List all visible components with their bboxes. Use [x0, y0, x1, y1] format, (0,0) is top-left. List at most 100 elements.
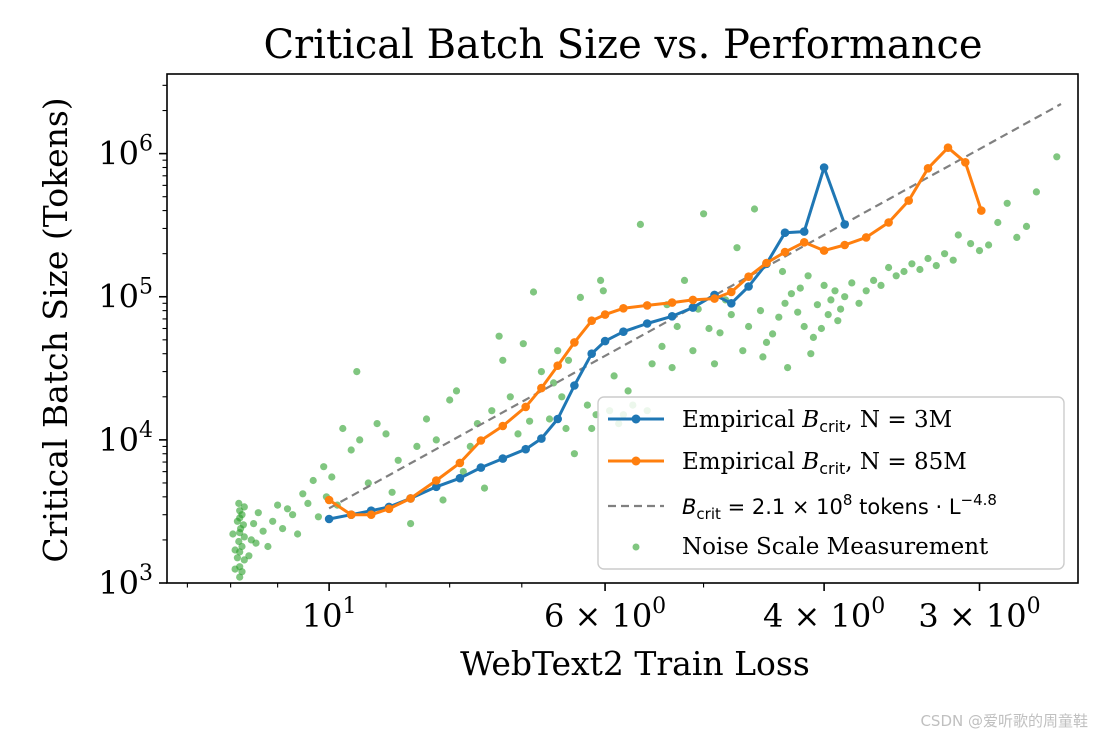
scatter-point — [733, 244, 741, 252]
scatter-point — [558, 393, 566, 401]
series-point-3m — [744, 282, 753, 291]
scatter-point — [941, 250, 949, 258]
scatter-point — [636, 220, 645, 228]
series-point-3m — [324, 514, 334, 524]
scatter-point — [1053, 153, 1061, 161]
series-point-85m — [455, 458, 465, 468]
series-point-3m — [537, 434, 546, 443]
scatter-point — [499, 356, 507, 364]
legend-entry-85m: Empirical Bcrit, N = 85M — [608, 449, 967, 478]
scatter-point — [240, 503, 248, 511]
scatter-point — [570, 450, 579, 458]
series-point-85m — [537, 383, 546, 393]
scatter-point — [480, 484, 489, 492]
legend-entry-fit: Bcrit = 2.1 × 108 tokens · L−4.8 — [608, 491, 997, 523]
scatter-point — [294, 530, 302, 538]
scatter-point — [599, 287, 607, 295]
series-point-85m — [727, 287, 736, 297]
scatter-point — [817, 324, 826, 333]
scatter-point — [554, 347, 562, 355]
legend-box — [597, 396, 1065, 570]
y-tick-label: 104 — [98, 418, 153, 459]
y-tick-label: 105 — [98, 275, 153, 316]
scatter-point — [787, 290, 796, 298]
scatter-point — [240, 533, 248, 541]
series-point-3m — [619, 327, 628, 337]
scatter-point — [624, 387, 632, 395]
scatter-point — [320, 463, 328, 471]
series-point-3m — [727, 299, 736, 308]
scatter-point — [382, 430, 390, 438]
scatter-point — [269, 517, 277, 525]
scatter-point — [862, 287, 870, 295]
series-point-85m — [476, 436, 486, 445]
scatter-point — [339, 424, 347, 433]
series-point-85m — [570, 338, 579, 347]
series-point-3m — [688, 303, 698, 312]
scatter-point — [235, 499, 243, 507]
scatter-point — [610, 372, 618, 380]
scatter-point — [236, 573, 244, 581]
scatter-point — [279, 525, 287, 533]
series-point-3m — [521, 444, 530, 454]
scatter-point — [264, 542, 272, 551]
series-point-85m — [923, 164, 933, 173]
scatter-point — [745, 322, 753, 331]
scatter-point — [710, 360, 719, 368]
scatter-point — [545, 415, 554, 423]
scatter-point — [576, 293, 585, 301]
scatter-point — [259, 527, 267, 535]
scatter-point — [705, 324, 713, 333]
series-point-85m — [432, 476, 441, 485]
series-point-85m — [384, 504, 394, 514]
scatter-point — [583, 401, 592, 409]
scatter-point — [562, 424, 570, 433]
scatter-point — [245, 552, 253, 560]
series-point-85m — [667, 298, 677, 307]
scatter-point — [235, 537, 243, 546]
series-point-3m — [840, 220, 849, 229]
scatter-point — [239, 521, 247, 529]
scatter-point — [784, 364, 792, 372]
series-point-3m — [498, 454, 508, 463]
series-line-85m — [328, 146, 983, 517]
x-tick-label: 3 × 100 — [918, 594, 1040, 635]
scatter-point — [834, 317, 842, 325]
legend-label-noise: Noise Scale Measurement — [682, 534, 989, 560]
series-point-85m — [366, 510, 376, 519]
scatter-point — [892, 272, 900, 280]
x-tick-label: 6 × 100 — [544, 594, 666, 635]
series-point-85m — [904, 196, 913, 205]
scatter-point — [924, 254, 932, 263]
scatter-point — [529, 288, 538, 296]
y-tick-label: 106 — [98, 132, 153, 173]
series-point-85m — [819, 246, 829, 255]
scatter-point — [796, 284, 804, 292]
scatter-point — [373, 420, 381, 428]
scatter-point — [432, 436, 440, 444]
scatter-point — [716, 329, 724, 337]
series-point-85m — [619, 304, 628, 313]
scatter-point — [985, 241, 993, 249]
legend-marker-3m — [631, 414, 641, 424]
scatter-point — [314, 513, 322, 521]
series-point-85m — [884, 218, 893, 227]
scatter-point — [240, 556, 248, 564]
scatter-point — [975, 247, 984, 255]
plot-area: 103 104 105 106 101 6 × 100 4 × 100 3 × 100 — [98, 73, 1079, 635]
legend-marker-noise — [632, 543, 640, 551]
series-point-85m — [600, 310, 610, 319]
series-point-85m — [521, 402, 530, 412]
scatter-point — [700, 210, 708, 218]
scatter-point — [274, 501, 282, 509]
scatter-point — [967, 240, 975, 248]
scatter-point — [1003, 199, 1011, 207]
scatter-point — [254, 509, 262, 517]
scatter-point — [769, 330, 777, 338]
scatter-point — [506, 393, 514, 401]
legend-label-85m: Empirical Bcrit, N = 85M — [682, 449, 967, 478]
scatter-point — [916, 265, 924, 274]
scatter-point — [954, 231, 962, 239]
series-point-3m — [667, 312, 677, 321]
